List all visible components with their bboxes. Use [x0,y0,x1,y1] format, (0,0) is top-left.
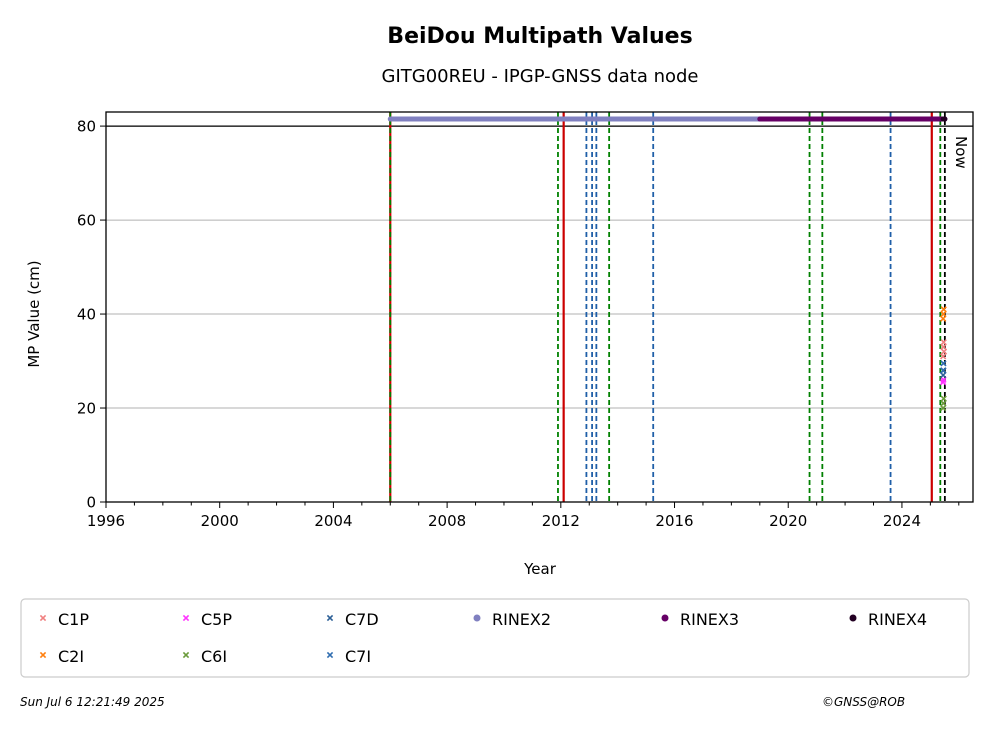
legend-marker [39,614,47,622]
legend: C1P C5P C7D RINEX2 RINEX3 RINEX4 C2I C6I C7I [39,610,927,666]
legend-item-c7d: C7D [326,610,379,629]
legend-item-c7i: C7I [326,647,371,666]
legend-marker [661,614,669,622]
legend-item-c5p: C5P [182,610,232,629]
x-tick-label: 2012 [542,512,580,530]
legend-item-c6i: C6I [182,647,227,666]
y-axis-label: MP Value (cm) [25,260,43,367]
data-points [939,306,948,412]
grid [106,125,973,409]
point-c6i [940,395,947,402]
legend-label: C1P [58,610,89,629]
chart-subtitle: GITG00REU - IPGP-GNSS data node [382,66,699,87]
legend-marker [182,651,190,659]
point-c1p [940,339,947,346]
legend-item-rinex2: RINEX2 [473,610,551,629]
y-tick-label: 80 [77,118,96,136]
legend-label: C6I [201,647,227,666]
chart-title: BeiDou Multipath Values [387,24,692,49]
y-tick-label: 60 [77,212,96,230]
now-label: Now [952,136,970,169]
footer-credit: ©GNSS@ROB [822,695,906,709]
legend-box [20,598,970,678]
point-c1p [940,348,948,355]
legend-item-c2i: C2I [39,647,84,666]
legend-label: RINEX3 [680,610,739,629]
legend-label: RINEX2 [492,610,551,629]
legend-label: C7I [345,647,371,666]
y-tick-label: 0 [86,494,96,512]
legend-marker [473,614,481,622]
legend-marker [849,614,857,622]
event-lines [389,112,946,502]
x-tick-label: 2008 [428,512,466,530]
x-axis: 1996 2000 2004 2008 2012 2016 2020 2024 [87,502,960,530]
x-tick-label: 2020 [769,512,807,530]
y-axis: 0 20 40 60 80 [77,118,106,512]
plot-frame [105,111,974,503]
legend-label: C7D [345,610,379,629]
legend-item-rinex3: RINEX3 [661,610,739,629]
legend-item-rinex4: RINEX4 [849,610,927,629]
y-tick-label: 40 [77,306,96,324]
x-tick-label: 2024 [883,512,921,530]
legend-label: C5P [201,610,232,629]
legend-marker [326,651,334,659]
point-c1p [939,353,947,360]
x-tick-label: 2000 [201,512,239,530]
x-tick-label: 2016 [655,512,693,530]
legend-item-c1p: C1P [39,610,89,629]
point-c2i [940,306,947,313]
x-tick-label: 1996 [87,512,125,530]
footer-timestamp: Sun Jul 6 12:21:49 2025 [20,695,165,709]
x-axis-label: Year [523,560,557,578]
point-c7i [939,367,947,374]
legend-marker [326,614,334,622]
legend-label: RINEX4 [868,610,927,629]
y-tick-label: 20 [77,400,96,418]
legend-marker [39,651,47,659]
legend-marker [182,614,190,622]
point-c7i [940,360,947,367]
x-tick-label: 2004 [314,512,352,530]
legend-label: C2I [58,647,84,666]
